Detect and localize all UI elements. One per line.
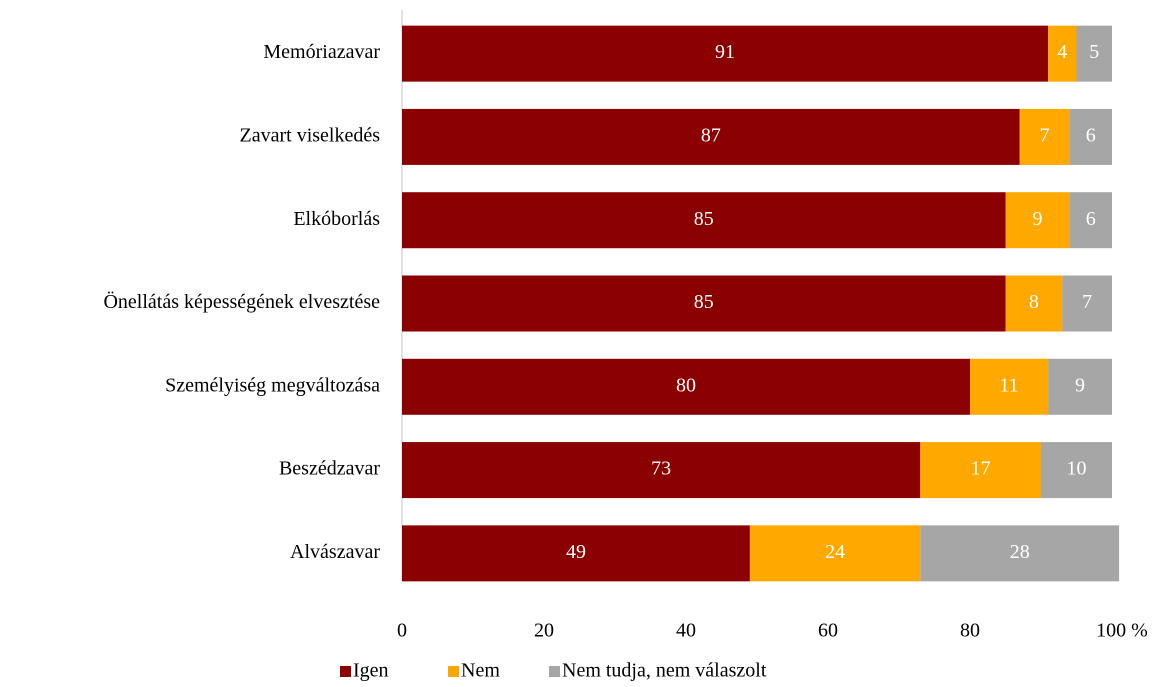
bar-segment [1019,108,1070,165]
bar-segment [402,358,970,415]
y-tick-label: Elkóborlás [293,208,380,230]
legend-label: Nem [461,660,500,682]
legend-label: Igen [353,660,389,682]
x-tick-label: 80 [960,620,980,642]
data-label: 87 [701,125,721,147]
bar-segment [970,358,1049,415]
data-label: 85 [694,208,714,230]
data-label: 10 [1067,458,1087,480]
bar-segment [402,108,1020,165]
bar-segment [1076,25,1112,82]
data-label: 91 [715,41,735,63]
data-label: 7 [1040,125,1050,147]
x-tick-label: 100 % [1096,620,1148,642]
y-tick-label: Zavart viselkedés [240,125,381,147]
bar-segment [402,525,750,582]
legend-swatch [340,666,351,677]
bar-segment [402,192,1006,249]
bar-segment [1005,192,1070,249]
bar-segment [920,442,1041,499]
data-label: 9 [1075,374,1085,396]
data-label: 8 [1029,291,1039,313]
x-tick-label: 20 [534,620,554,642]
y-tick-label: Memóriazavar [263,41,380,63]
data-label: 28 [1010,541,1030,563]
bar-segment [1069,192,1112,249]
bar-segment [402,25,1049,82]
bar-segment [402,442,921,499]
data-label: 85 [694,291,714,313]
data-label: 17 [971,458,991,480]
y-tick-label: Önellátás képességének elvesztése [103,290,380,313]
y-tick-label: Személyiség megváltozása [165,374,380,396]
data-label: 6 [1086,125,1096,147]
data-label: 49 [566,541,586,563]
bar-segment [1048,358,1112,415]
x-tick-label: 0 [397,620,407,642]
data-label: 73 [651,458,671,480]
data-label: 24 [825,541,845,563]
data-label: 6 [1086,208,1096,230]
y-tick-label: Alvászavar [290,541,380,563]
bar-segment [402,275,1006,332]
bar-segment [1048,25,1077,82]
bar-segment [1069,108,1112,165]
y-tick-label: Beszédzavar [279,458,380,480]
data-label: 9 [1032,208,1042,230]
bar-segment [1062,275,1112,332]
bar-segment [1005,275,1063,332]
legend-swatch [549,666,560,677]
bar-segment [920,525,1120,582]
x-tick-label: 60 [818,620,838,642]
legend-swatch [448,666,459,677]
data-label: 80 [676,374,696,396]
data-label: 5 [1089,41,1099,63]
data-label: 11 [999,374,1018,396]
data-label: 4 [1057,41,1067,63]
x-tick-label: 40 [676,620,696,642]
bar-segment [1041,442,1112,499]
data-label: 7 [1082,291,1092,313]
legend-label: Nem tudja, nem válaszolt [562,660,767,682]
bar-segment [749,525,921,582]
